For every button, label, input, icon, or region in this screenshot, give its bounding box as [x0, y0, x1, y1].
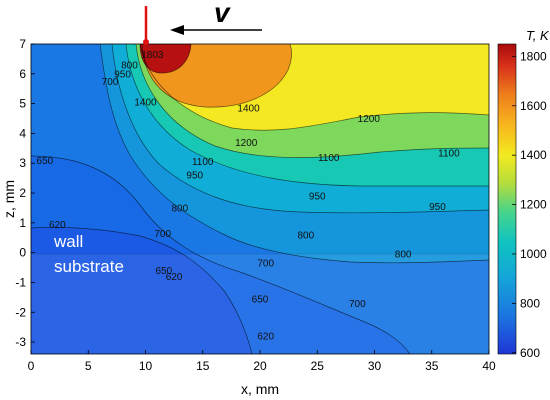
contour-label: 620 [257, 332, 274, 343]
contour-labels: 1803 1400 1400 1200 1200 1100 1100 1100 950 950 95… [36, 50, 460, 343]
contour-label: 650 [252, 294, 269, 305]
contour-line-950 [125, 44, 489, 187]
y-tick-label: 1 [19, 216, 26, 230]
x-tick-label: 0 [28, 359, 35, 373]
contour-label: 1200 [235, 138, 258, 149]
band-above-1803 [140, 44, 191, 74]
contour-line-1200 [139, 44, 489, 131]
contour-line-700 [99, 44, 489, 264]
x-tick-label: 40 [482, 359, 496, 373]
x-tick-label: 30 [368, 359, 382, 373]
colorbar-tick-label: 1000 [520, 247, 547, 261]
contour-label: 950 [114, 69, 131, 80]
contour-label: 800 [395, 250, 412, 261]
contour-fill [31, 44, 489, 354]
y-tick-label: -1 [15, 275, 26, 289]
x-tick-label: 5 [85, 359, 92, 373]
y-axis: -3 -2 -1 0 1 2 3 4 5 6 7 [15, 37, 35, 349]
region-label-substrate: substrate [54, 257, 124, 276]
y-tick-label: -2 [15, 305, 26, 319]
contour-label: 1100 [438, 148, 460, 159]
colorbar-tick-label: 1800 [520, 49, 547, 63]
y-tick-label: 2 [19, 186, 26, 200]
y-axis-title: z, mm [1, 180, 17, 218]
contour-label: 620 [49, 220, 66, 231]
contour-label: 700 [349, 299, 366, 310]
y-tick-label: 6 [19, 67, 26, 81]
x-tick-label: 35 [425, 359, 439, 373]
contour-label: 620 [166, 272, 183, 283]
colorbar-tick-label: 1200 [520, 198, 547, 212]
contour-label: 650 [36, 156, 53, 167]
region-label-wall: wall [53, 232, 83, 251]
x-tick-label: 10 [139, 359, 153, 373]
contour-label: 800 [121, 60, 138, 71]
x-axis: 0 5 10 15 20 25 30 35 40 [28, 350, 496, 373]
contour-label: 650 [155, 266, 172, 277]
colorbar [497, 43, 517, 355]
contour-label: 1200 [358, 114, 381, 125]
substrate-shade [31, 254, 489, 354]
x-tick-label: 25 [311, 359, 325, 373]
y-tick-label: 5 [19, 97, 26, 111]
contour-label: 1803 [141, 50, 164, 61]
y-tick-label: 0 [19, 246, 26, 260]
y-tick-label: 7 [19, 37, 26, 51]
contour-line-650 [31, 155, 411, 354]
x-tick-label: 15 [196, 359, 210, 373]
contour-line-1803 [139, 44, 192, 74]
contour-label: 800 [172, 203, 189, 214]
x-axis-title: x, mm [241, 381, 279, 397]
velocity-label: v [214, 0, 231, 28]
contour-line-800 [111, 44, 489, 214]
y-tick-label: -3 [15, 335, 26, 349]
colorbar-tick-label: 1400 [520, 148, 547, 162]
colorbar-tick-label: 600 [520, 346, 540, 360]
colorbar-tick-label: 1600 [520, 99, 547, 113]
contour-line-1400 [141, 44, 292, 108]
contour-lines [31, 44, 489, 354]
colorbar-title: T, K [526, 28, 550, 43]
contour-label: 700 [102, 77, 119, 88]
contour-label: 1400 [134, 98, 157, 109]
contour-label: 1100 [192, 157, 214, 168]
velocity-arrow-icon [170, 25, 262, 35]
contour-label: 700 [154, 229, 171, 240]
contour-line-620 [31, 226, 253, 354]
contour-label: 1400 [237, 104, 260, 115]
y-tick-label: 3 [19, 156, 26, 170]
colorbar-tick-label: 800 [520, 296, 540, 310]
x-tick-label: 20 [253, 359, 267, 373]
colorbar-axis: 600 800 1000 1200 1400 1600 1800 [512, 49, 547, 360]
contour-label: 950 [429, 202, 446, 213]
contour-line-1100 [135, 44, 489, 158]
y-tick-label: 4 [19, 126, 26, 140]
contour-label: 950 [309, 192, 326, 203]
contour-label: 700 [257, 259, 274, 270]
contour-label: 800 [297, 230, 314, 241]
laser-beam-icon [143, 6, 149, 45]
contour-label: 950 [186, 171, 203, 182]
contour-label: 1100 [318, 153, 340, 164]
